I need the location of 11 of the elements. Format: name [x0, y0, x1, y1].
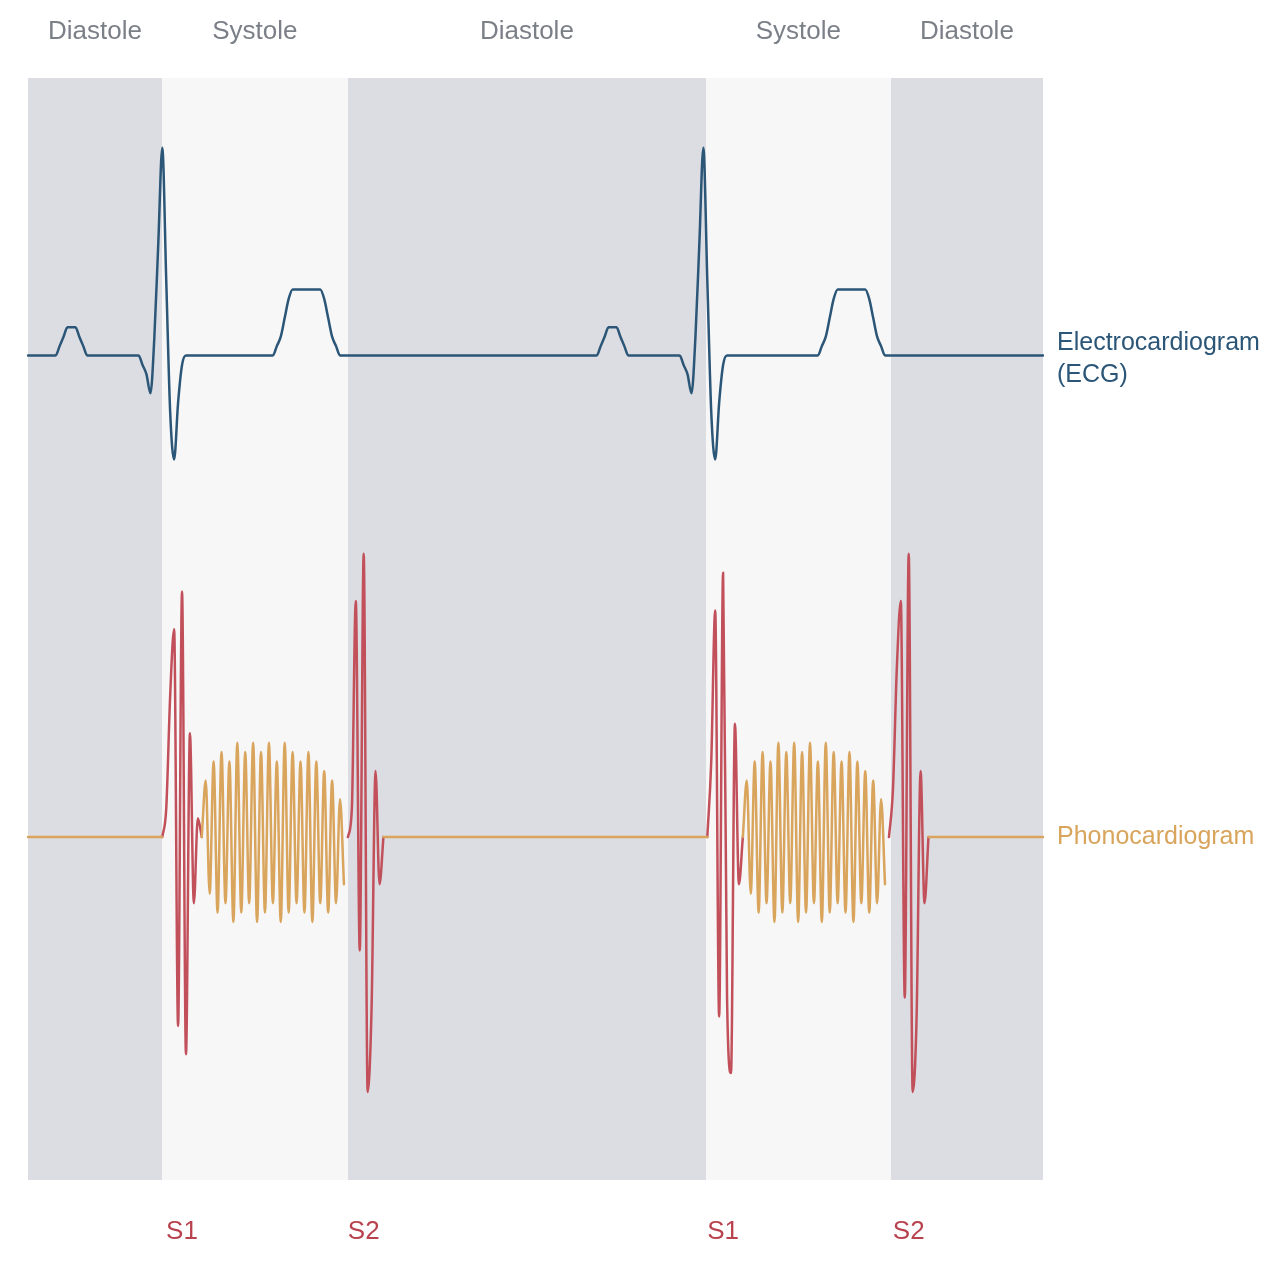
series-label: Phonocardiogram — [1057, 820, 1255, 849]
text: Systole — [212, 15, 298, 46]
series-label: Electrocardiogram (ECG) — [1057, 327, 1260, 388]
text: Systole — [755, 15, 842, 46]
text: Diastole — [479, 15, 574, 46]
x-tick-label: S2 — [892, 1214, 925, 1245]
x-tick-label: S1 — [707, 1214, 739, 1245]
x-tick-label: S1 — [166, 1214, 198, 1245]
text: Diastole — [48, 15, 142, 46]
x-tick-label: S2 — [347, 1214, 380, 1245]
text: Diastole — [919, 15, 1014, 46]
